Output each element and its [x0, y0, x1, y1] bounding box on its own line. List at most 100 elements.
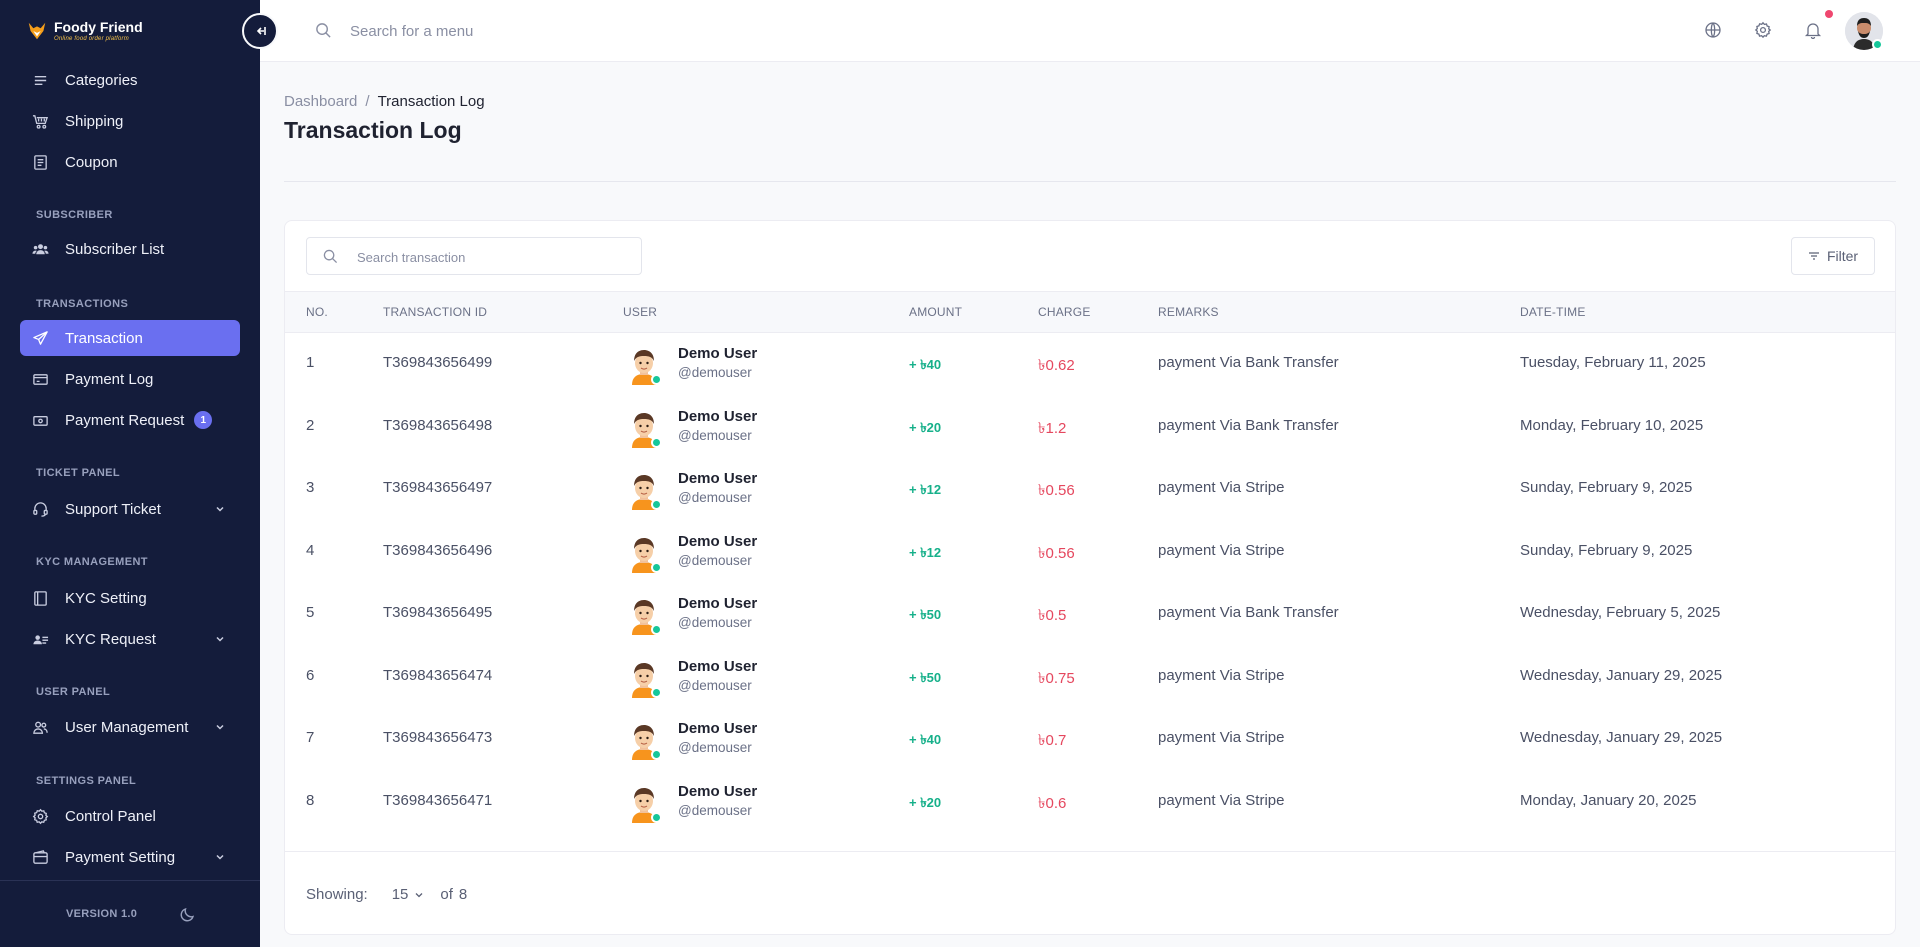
bell-icon[interactable] — [1804, 21, 1822, 39]
amount-value: + ৳20 — [909, 794, 942, 810]
row-number: 3 — [306, 479, 315, 496]
user-handle: @demouser — [678, 365, 752, 380]
page-size-select[interactable]: 15 — [392, 886, 425, 903]
charge-value: ৳0.62 — [1038, 357, 1075, 374]
column-header-date-time[interactable]: DATE-TIME — [1520, 305, 1586, 319]
user-name[interactable]: Demo User — [678, 532, 758, 550]
moon-icon[interactable] — [180, 906, 196, 922]
section-ticket-panel: TICKET PANEL — [36, 467, 121, 479]
table-row[interactable]: 7 T369843656473 Demo User @demouser + ৳40 ৳0.… — [285, 708, 1895, 770]
user-name[interactable]: Demo User — [678, 657, 758, 675]
filter-button[interactable]: Filter — [1791, 237, 1875, 275]
table-row[interactable]: 1 T369843656499 Demo User @demouser + ৳40 ৳0.… — [285, 333, 1895, 395]
header-divider — [284, 181, 1896, 182]
transaction-id: T369843656473 — [383, 729, 493, 746]
transaction-id: T369843656499 — [383, 354, 493, 371]
charge-value: ৳0.5 — [1038, 607, 1067, 624]
row-number: 5 — [306, 604, 315, 621]
sidebar-item-coupon[interactable]: Coupon — [20, 144, 240, 180]
breadcrumb-separator: / — [365, 93, 370, 110]
date-time: Monday, January 20, 2025 — [1520, 791, 1697, 809]
column-header-no[interactable]: NO. — [306, 305, 328, 319]
headset-icon — [33, 501, 48, 517]
user-online-dot — [651, 499, 662, 510]
transaction-search-box[interactable] — [306, 237, 642, 275]
user-avatar — [627, 347, 661, 385]
sidebar-item-label: Payment Setting — [65, 848, 176, 866]
column-header-remarks[interactable]: REMARKS — [1158, 305, 1219, 319]
sidebar-item-shipping[interactable]: Shipping — [20, 103, 240, 139]
sidebar-item-control-panel[interactable]: Control Panel — [20, 798, 240, 834]
amount-value: + ৳40 — [909, 357, 942, 372]
table-row[interactable]: 5 T369843656495 Demo User @demouser + ৳50 ৳0.… — [285, 583, 1895, 645]
sidebar-item-label: Control Panel — [65, 807, 156, 825]
amount-value: + ৳50 — [909, 607, 942, 622]
brand-logo[interactable]: Foody Friend Online food order platform — [26, 18, 143, 44]
chevron-down-icon — [415, 892, 423, 897]
user-avatar — [627, 722, 661, 760]
remarks-text: payment Via Stripe — [1158, 666, 1285, 684]
section-transactions: TRANSACTIONS — [36, 298, 129, 310]
sidebar-item-label: Payment Log — [65, 370, 154, 388]
sidebar-item-payment-log[interactable]: Payment Log — [20, 361, 240, 397]
sidebar-item-payment-request[interactable]: Payment Request 1 — [20, 402, 240, 438]
menu-search-input[interactable] — [350, 17, 650, 45]
sidebar-item-label: Transaction — [65, 329, 143, 347]
users-icon — [32, 243, 49, 254]
user-handle: @demouser — [678, 490, 752, 505]
user-name[interactable]: Demo User — [678, 407, 758, 425]
sidebar-item-transaction[interactable]: Transaction — [20, 320, 240, 356]
user-name[interactable]: Demo User — [678, 782, 758, 800]
sidebar-item-payment-setting[interactable]: Payment Setting — [20, 839, 240, 875]
user-avatar — [627, 660, 661, 698]
user-online-dot — [651, 686, 662, 698]
sidebar-item-label: KYC Request — [65, 630, 156, 648]
table-row[interactable]: 6 T369843656474 Demo User @demouser + ৳50 ৳0.… — [285, 646, 1895, 708]
transaction-search-input[interactable] — [357, 246, 627, 268]
table-row[interactable]: 2 T369843656498 Demo User @demouser + ৳20 ৳1.… — [285, 396, 1895, 458]
sidebar-item-kyc-request[interactable]: KYC Request — [20, 621, 240, 657]
sidebar-item-categories[interactable]: Categories — [20, 62, 240, 98]
column-header-charge[interactable]: CHARGE — [1038, 305, 1091, 319]
receipt-icon — [34, 154, 47, 170]
user-name[interactable]: Demo User — [678, 595, 758, 612]
user-name[interactable]: Demo User — [678, 345, 758, 362]
column-header-amount[interactable]: AMOUNT — [909, 305, 963, 319]
sidebar-item-kyc-setting[interactable]: KYC Setting — [20, 580, 240, 616]
charge-value: ৳0.56 — [1038, 482, 1075, 499]
send-icon — [33, 330, 48, 345]
section-settings-panel: SETTINGS PANEL — [36, 775, 137, 787]
sidebar-item-support-ticket[interactable]: Support Ticket — [20, 491, 240, 527]
version-label: VERSION 1.0 — [66, 908, 138, 920]
globe-icon[interactable] — [1704, 21, 1722, 39]
remarks-text: payment Via Bank Transfer — [1158, 604, 1339, 621]
table-row[interactable]: 3 T369843656497 Demo User @demouser + ৳12 ৳0.… — [285, 458, 1895, 520]
user-group-icon — [33, 721, 48, 734]
sidebar-item-label: User Management — [65, 718, 189, 736]
wallet-icon — [33, 849, 48, 864]
user-handle: @demouser — [678, 740, 752, 755]
collapse-arrow-icon — [256, 27, 266, 35]
list-icon — [34, 75, 47, 85]
settings-gear-icon[interactable] — [1754, 21, 1772, 39]
column-header-user[interactable]: USER — [623, 305, 658, 319]
table-row[interactable]: 4 T369843656496 Demo User @demouser + ৳12 ৳0.… — [285, 521, 1895, 583]
user-name[interactable]: Demo User — [678, 720, 758, 737]
user-avatar — [627, 410, 661, 448]
column-header-transaction-id[interactable]: TRANSACTION ID — [383, 305, 488, 319]
breadcrumb-dashboard-link[interactable]: Dashboard — [284, 93, 358, 110]
date-time: Wednesday, January 29, 2025 — [1520, 666, 1723, 684]
filter-label: Filter — [1826, 248, 1859, 264]
sidebar-item-user-management[interactable]: User Management — [20, 709, 240, 745]
sidebar-collapse-button[interactable] — [242, 13, 278, 49]
search-icon — [323, 249, 338, 264]
sidebar-item-label: Coupon — [65, 153, 118, 171]
user-name[interactable]: Demo User — [678, 470, 758, 487]
showing-label: Showing: — [306, 886, 368, 903]
sidebar-item-subscriber-list[interactable]: Subscriber List — [20, 231, 240, 267]
user-handle: @demouser — [678, 802, 752, 818]
chevron-down-icon — [216, 724, 224, 730]
user-online-dot — [651, 749, 662, 760]
brand-tagline: Online food order platform — [54, 36, 129, 42]
table-row[interactable]: 8 T369843656471 Demo User @demouser + ৳20 ৳0.… — [285, 771, 1895, 833]
